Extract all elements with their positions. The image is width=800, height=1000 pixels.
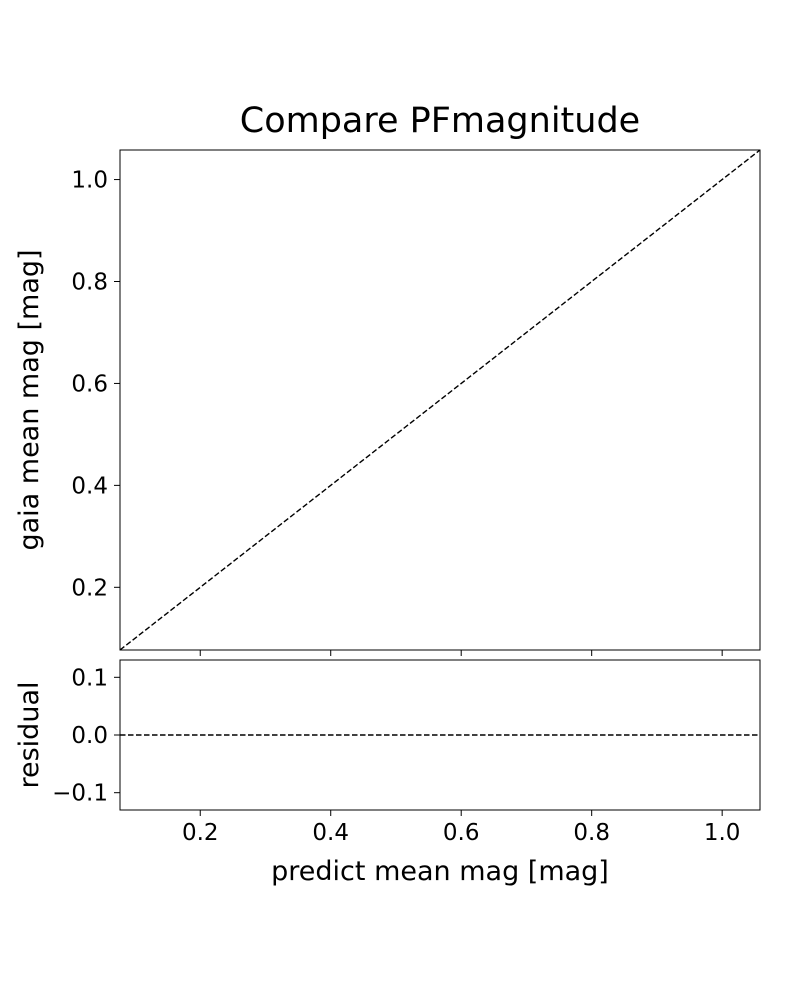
main-ylabel: gaia mean mag [mag] xyxy=(14,249,45,550)
residual-xtick-label: 0.2 xyxy=(182,820,219,846)
main-ytick-label: 0.2 xyxy=(71,575,108,601)
main-ytick-label: 1.0 xyxy=(71,168,108,194)
residual-ytick-label: 0.1 xyxy=(71,665,108,691)
residual-xlabel: predict mean mag [mag] xyxy=(271,856,609,887)
residual-panel: 0.2 0.4 0.6 0.8 1.0 0.1 0.0 −0.1 residual predict… xyxy=(14,659,761,887)
main-ytick-label: 0.8 xyxy=(71,269,108,295)
residual-ytick-label: 0.0 xyxy=(71,723,108,749)
main-panel: 0.2 0.4 0.6 0.8 1.0 gaia mean mag [mag] xyxy=(14,149,761,656)
residual-xtick-label: 0.8 xyxy=(573,820,610,846)
main-series-line-0 xyxy=(119,149,761,651)
main-axes-frame xyxy=(119,149,761,651)
residual-xtick-label: 0.6 xyxy=(443,820,480,846)
residual-ytick-label: −0.1 xyxy=(52,781,108,807)
residual-xtick-label: 1.0 xyxy=(704,820,741,846)
residual-xtick-label: 0.4 xyxy=(312,820,349,846)
main-ytick-label: 0.4 xyxy=(71,473,108,499)
residual-ylabel: residual xyxy=(14,682,45,789)
main-ytick-label: 0.6 xyxy=(71,371,108,397)
chart-title: Compare PFmagnitude xyxy=(240,101,640,141)
